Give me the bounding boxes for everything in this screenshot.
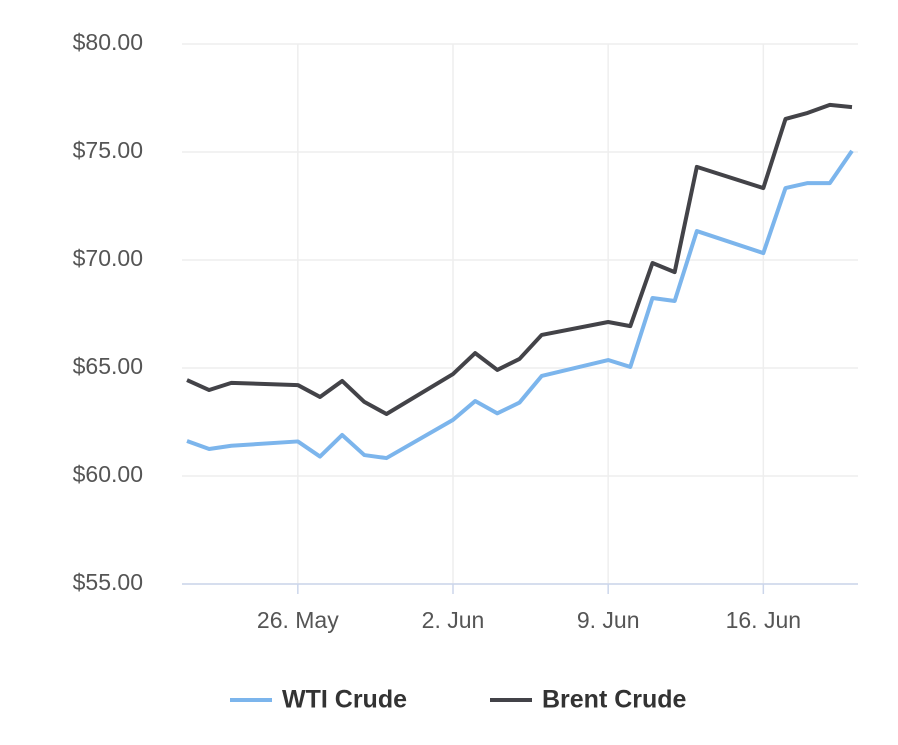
x-tick-label: 2. Jun [422, 607, 485, 633]
y-tick-label: $70.00 [73, 245, 143, 271]
y-tick-label: $75.00 [73, 137, 143, 163]
y-tick-label: $55.00 [73, 569, 143, 595]
y-tick-label: $65.00 [73, 353, 143, 379]
y-tick-label: $80.00 [73, 29, 143, 55]
x-tick-label: 16. Jun [726, 607, 801, 633]
series-line [186, 102, 853, 417]
x-tick-label: 9. Jun [577, 607, 640, 633]
y-tick-label: $60.00 [73, 461, 143, 487]
series-line [186, 149, 854, 461]
legend-text: WTI Crude [282, 686, 407, 714]
legend-text: Brent Crude [542, 686, 687, 714]
x-tick-label: 26. May [257, 607, 339, 633]
